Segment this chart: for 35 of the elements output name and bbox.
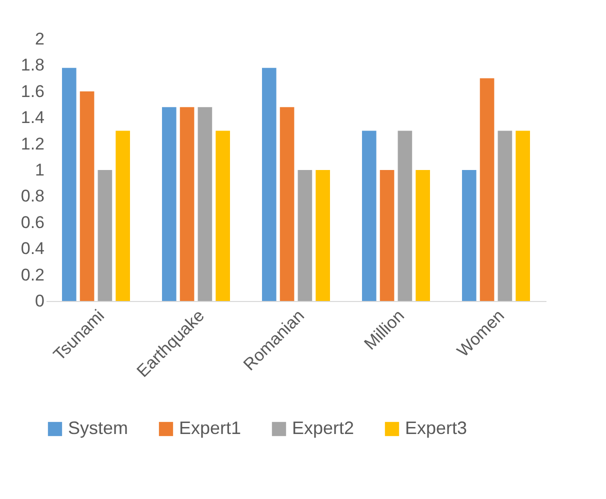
bar [80,91,94,301]
bar [380,170,394,301]
y-tick-label: 1.8 [20,56,44,75]
y-tick-label: 0.8 [20,186,44,206]
y-tick-label: 1.4 [20,108,44,128]
bar [362,130,376,301]
legend-label: Expert3 [405,418,468,438]
bar [162,107,176,301]
bar [516,130,530,301]
bar [298,170,312,301]
y-tick-label: 2 [35,30,44,48]
bar [480,78,494,301]
bar [280,107,294,301]
legend-label: Expert2 [292,418,354,438]
bar [116,130,130,301]
y-tick-label: 1.6 [20,82,44,101]
y-tick-label: 0 [35,292,44,310]
y-tick-label: 0.2 [20,265,44,284]
y-tick-label: 0.6 [20,212,44,232]
bar [216,130,230,301]
bar [498,130,512,301]
legend-label: System [68,418,128,438]
bar [316,170,330,301]
bar [416,170,430,301]
bar [398,130,412,301]
bar [62,68,76,301]
bar [198,107,212,301]
bar [180,107,194,301]
y-tick-label: 0.4 [20,239,44,258]
bar [98,170,112,301]
legend-label: Expert1 [179,418,242,438]
y-tick-label: 1.2 [20,134,44,154]
y-tick-label: 1 [35,160,44,180]
bar [262,68,276,301]
bar [462,170,476,301]
